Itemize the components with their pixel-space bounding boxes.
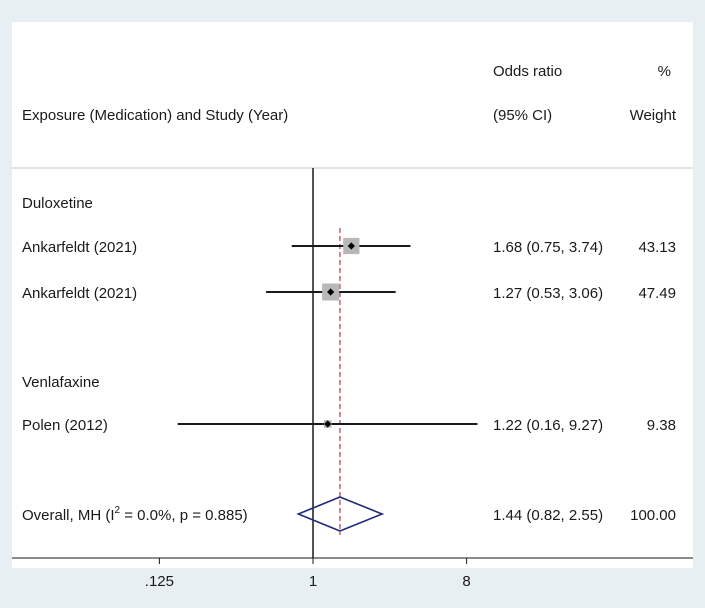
study-point-1 (347, 242, 355, 250)
group-label-duloxetine: Duloxetine (22, 195, 93, 212)
overall-diamond (296, 496, 385, 532)
study-label-1: Ankarfeldt (2021) (22, 239, 137, 256)
header-odds-ratio: Odds ratio (493, 63, 562, 80)
x-tick-label-3: 8 (462, 573, 470, 590)
study-weight-3: 9.38 (647, 417, 676, 434)
plot-background (12, 22, 693, 568)
study-point-2 (327, 288, 335, 296)
header-weight: Weight (630, 107, 677, 124)
group-label-venlafaxine: Venlafaxine (22, 374, 100, 391)
header-ci: (95% CI) (493, 107, 552, 124)
x-tick-label-1: .125 (145, 573, 174, 590)
study-point-3 (324, 420, 332, 428)
header-percent: % (658, 63, 671, 80)
overall-weight: 100.00 (630, 507, 676, 524)
study-ci-1: 1.68 (0.75, 3.74) (493, 239, 603, 256)
study-weight-2: 47.49 (638, 285, 676, 302)
study-label-2: Ankarfeldt (2021) (22, 285, 137, 302)
header-exposure: Exposure (Medication) and Study (Year) (22, 107, 288, 124)
study-weight-1: 43.13 (638, 239, 676, 256)
study-label-3: Polen (2012) (22, 417, 108, 434)
study-ci-2: 1.27 (0.53, 3.06) (493, 285, 603, 302)
x-tick-label-2: 1 (309, 573, 317, 590)
overall-label: Overall, MH (I2 = 0.0%, p = 0.885) (22, 505, 248, 524)
study-ci-3: 1.22 (0.16, 9.27) (493, 417, 603, 434)
overall-ci: 1.44 (0.82, 2.55) (493, 507, 603, 524)
